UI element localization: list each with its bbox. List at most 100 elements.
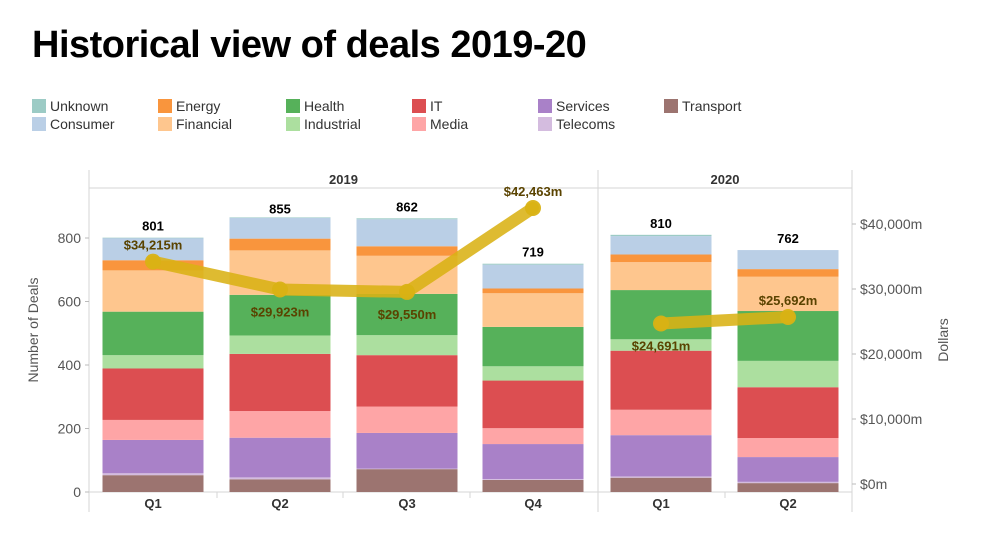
y-tick-label: 600: [58, 294, 82, 310]
bar-segment-energy: [356, 246, 458, 256]
legend-label: Industrial: [304, 116, 361, 132]
legend-label: Transport: [682, 98, 742, 114]
legend-item-consumer[interactable]: Consumer: [32, 116, 115, 132]
bar-segment-financial: [102, 270, 204, 312]
y-tick-label: 0: [73, 484, 81, 500]
bar-segment-it: [482, 380, 584, 429]
bar-segment-transport: [356, 469, 458, 492]
bar-segment-consumer: [482, 264, 584, 289]
bar-segment-industrial: [737, 360, 839, 388]
bar-segment-unknown: [102, 237, 204, 239]
x-tick-label: Q2: [779, 496, 796, 511]
chart-frame: [88, 170, 853, 512]
bar-segment-transport: [229, 479, 331, 492]
bar-segment-telecoms: [737, 481, 839, 484]
bar-segment-transport: [482, 479, 584, 492]
legend-item-telecoms[interactable]: Telecoms: [538, 116, 615, 132]
year-header-2019: 2019: [329, 172, 358, 187]
y2-tick-label: $10,000m: [860, 411, 922, 427]
x-tick-label: Q2: [271, 496, 288, 511]
y-tick-label: 800: [58, 230, 82, 246]
bar-segment-services: [102, 439, 204, 474]
legend-label: Energy: [176, 98, 221, 114]
bar-segment-unknown: [356, 218, 458, 220]
bar-segment-energy: [229, 238, 331, 251]
y-axis-title: Number of Deals: [25, 277, 41, 382]
dollars-point: [525, 199, 541, 216]
legend-label: Services: [556, 98, 610, 114]
bar-segment-consumer: [229, 217, 331, 239]
legend-label: IT: [430, 98, 443, 114]
legend-swatch: [32, 99, 46, 113]
bar-segment-health: [356, 293, 458, 336]
bar-segment-it: [610, 350, 712, 410]
axes: 2019 2020 0 200 400 600 800 $0m $10,000m $20,000m…: [25, 172, 951, 511]
legend-item-media[interactable]: Media: [412, 116, 468, 132]
y-tick-label: 200: [58, 421, 82, 437]
dollars-point: [272, 281, 288, 298]
x-tick-label: Q1: [652, 496, 669, 511]
bar-segment-consumer: [102, 238, 204, 261]
legend-item-unknown[interactable]: Unknown: [32, 98, 108, 114]
legend-swatch: [664, 99, 678, 113]
x-tick-label: Q1: [144, 496, 161, 511]
legend-swatch: [538, 99, 552, 113]
legend-item-health[interactable]: Health: [286, 98, 344, 114]
legend-item-financial[interactable]: Financial: [158, 116, 232, 132]
legend-item-it[interactable]: IT: [412, 98, 442, 114]
bar-segment-telecoms: [610, 476, 712, 478]
legend-swatch: [32, 117, 46, 131]
legend-label: Unknown: [50, 98, 109, 114]
bar-segment-energy: [610, 254, 712, 263]
bar-segment-telecoms: [229, 477, 331, 480]
legend-swatch: [412, 117, 426, 131]
bar-segment-media: [356, 406, 458, 433]
bar-segment-media: [737, 438, 839, 458]
data-labels: $34,215m $29,923m $29,550m $42,463m $24,691m…: [124, 184, 818, 354]
bar-stack: 762: [737, 231, 839, 492]
bar-segment-health: [482, 326, 584, 367]
bar-segment-transport: [737, 483, 839, 492]
legend-item-energy[interactable]: Energy: [158, 98, 220, 114]
bar-segment-services: [737, 457, 839, 482]
bars: 801 855 862 719 810 762: [102, 199, 839, 492]
bar-segment-consumer: [737, 250, 839, 270]
legend-item-industrial[interactable]: Industrial: [286, 116, 361, 132]
bar-segment-media: [482, 428, 584, 445]
legend-item-services[interactable]: Services: [538, 98, 610, 114]
bar-segment-industrial: [356, 335, 458, 356]
dollars-line: [145, 199, 796, 332]
bar-segment-services: [356, 432, 458, 469]
legend-swatch: [286, 117, 300, 131]
legend-swatch: [158, 99, 172, 113]
bar-segment-transport: [610, 477, 712, 492]
x-tick-label: Q3: [398, 496, 415, 511]
bar-segment-telecoms: [356, 468, 458, 470]
bar-segment-industrial: [229, 335, 331, 354]
dollar-label: $34,215m: [124, 238, 183, 253]
bar-stack: 719: [482, 245, 584, 492]
bar-segment-unknown: [610, 234, 712, 237]
bar-stack: 855: [229, 202, 331, 492]
bar-segment-transport: [102, 475, 204, 492]
dollar-label: $24,691m: [632, 339, 691, 354]
bar-segment-services: [229, 437, 331, 478]
bar-stack: 862: [356, 199, 458, 492]
y-tick-label: 400: [58, 357, 82, 373]
legend-swatch: [538, 117, 552, 131]
y2-tick-label: $0m: [860, 476, 887, 492]
legend-swatch: [412, 99, 426, 113]
total-label: 762: [777, 231, 799, 246]
bar-segment-media: [229, 411, 331, 438]
bar-segment-consumer: [356, 219, 458, 247]
legend-item-transport[interactable]: Transport: [664, 98, 741, 114]
bar-segment-unknown: [229, 217, 331, 218]
legend-label: Telecoms: [556, 116, 616, 132]
bar-stack: 810: [610, 216, 712, 492]
bar-segment-media: [610, 409, 712, 436]
bar-segment-industrial: [610, 339, 712, 351]
bar-segment-it: [356, 355, 458, 407]
bar-segment-it: [737, 387, 839, 439]
bar-segment-it: [229, 353, 331, 412]
